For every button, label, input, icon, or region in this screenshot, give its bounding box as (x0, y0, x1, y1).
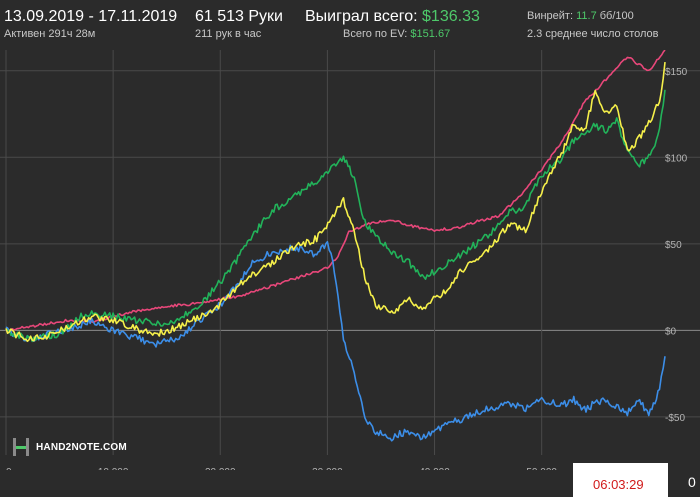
side-value: 0 (688, 474, 696, 490)
x-tick-label: 10 000 (98, 467, 129, 470)
timer: 06:03:29 (593, 477, 644, 492)
y-tick-label: $50 (665, 240, 682, 251)
ev-label: Всего по EV: (343, 28, 408, 40)
won-value: $136.33 (422, 8, 480, 25)
y-tick-label: $150 (665, 67, 688, 78)
ev-value: $151.67 (410, 28, 451, 40)
series-line-green (5, 89, 666, 343)
series-line-pink (5, 50, 666, 332)
date-range: 13.09.2019 - 17.11.2019 (4, 8, 178, 25)
x-tick-label: 20 000 (205, 467, 236, 470)
won-total: Выиграл всего: $136.33 (305, 8, 480, 26)
y-tick-label: -$50 (665, 413, 685, 424)
hand2note-logo-icon (13, 438, 29, 456)
hands-count: 61 513 Руки (195, 8, 283, 25)
winrate-unit: бб/100 (599, 10, 634, 22)
won-label: Выиграл всего: (305, 8, 418, 25)
logo-text: HAND2NOTE.COM (36, 441, 127, 453)
x-tick-label: 0 (6, 467, 12, 470)
y-tick-label: $100 (665, 153, 688, 164)
active-time: Активен 291ч 28м (4, 28, 96, 40)
tables-average: 2.3 среднее число столов (527, 28, 659, 40)
winrate-value: 11.7 (576, 10, 597, 22)
ev-total: Всего по EV: $151.67 (343, 28, 450, 40)
timer-box (573, 463, 668, 497)
x-tick-label: 30 000 (312, 467, 343, 470)
x-tick-label: 40 000 (419, 467, 450, 470)
logo: HAND2NOTE.COM (12, 437, 127, 457)
x-tick-label: 50 000 (526, 467, 557, 470)
y-tick-label: $0 (665, 326, 677, 337)
winrate-label: Винрейт: (527, 10, 574, 22)
series-line-yellow (5, 62, 666, 343)
winnings-chart: $150 $100 $50 $0 -$50 0 10 000 20 000 30 000 40 0… (0, 50, 700, 470)
winrate: Винрейт: 11.7 бб/100 (527, 10, 634, 22)
series-line-blue (5, 240, 666, 442)
hands-per-hour: 211 рук в час (195, 28, 262, 40)
